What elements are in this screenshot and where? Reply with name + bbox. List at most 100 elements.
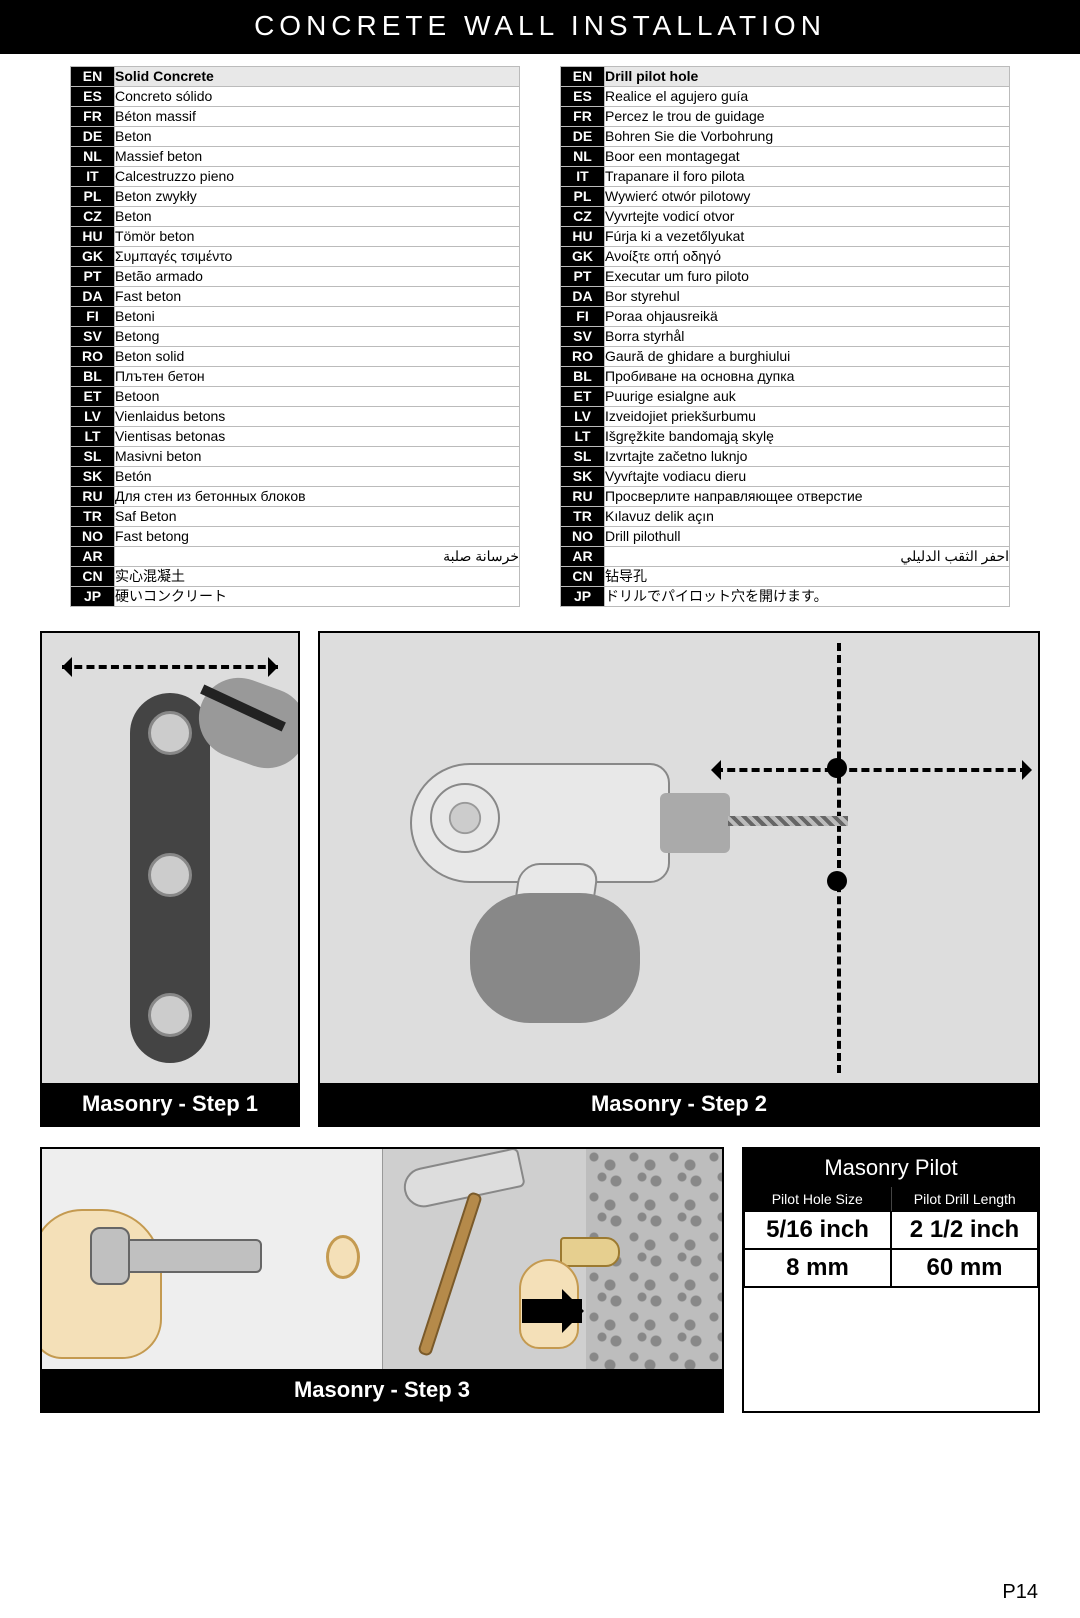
lang-text: Béton massif (115, 107, 520, 127)
lang-code: CN (71, 567, 115, 587)
lang-text: 硬いコンクリート (115, 587, 520, 607)
lang-row: FIPoraa ohjausreikä (561, 307, 1010, 327)
step2-panel: Masonry - Step 2 (318, 631, 1040, 1127)
pilot-length-mm: 60 mm (891, 1249, 1038, 1287)
lang-row: DEBohren Sie die Vorbohrung (561, 127, 1010, 147)
lang-row: TRSaf Beton (71, 507, 520, 527)
lang-text: 实心混凝土 (115, 567, 520, 587)
table-solid-concrete: ENSolid ConcreteESConcreto sólidoFRBéton… (70, 66, 520, 607)
pilot-length-inch: 2 1/2 inch (891, 1211, 1038, 1249)
lang-row: LTIšgręžkite bandomąją skylę (561, 427, 1010, 447)
page-title: CONCRETE WALL INSTALLATION (0, 0, 1080, 54)
lang-code: PT (71, 267, 115, 287)
lang-code: SV (71, 327, 115, 347)
lang-text: Vyvrtejte vodicí otvor (605, 207, 1010, 227)
lang-row: SLIzvrtajte začetno luknjo (561, 447, 1010, 467)
lang-code: CZ (71, 207, 115, 227)
lang-code: NL (71, 147, 115, 167)
lang-row: LVVienlaidus betons (71, 407, 520, 427)
lang-row: DAFast beton (71, 287, 520, 307)
lang-text: Fúrja ki a vezetőlyukat (605, 227, 1010, 247)
lang-text: Wywierć otwór pilotowy (605, 187, 1010, 207)
lang-text: Calcestruzzo pieno (115, 167, 520, 187)
lang-text: Executar um furo piloto (605, 267, 1010, 287)
step2-illustration (320, 633, 1038, 1083)
lang-text: Drill pilothull (605, 527, 1010, 547)
lang-code: IT (71, 167, 115, 187)
lang-row: SKVyvŕtajte vodiacu dieru (561, 467, 1010, 487)
lang-text: احفر الثقب الدليلي (605, 547, 1010, 567)
lang-text: Beton (115, 207, 520, 227)
lang-row: NLBoor een montagegat (561, 147, 1010, 167)
lang-row: PLBeton zwykły (71, 187, 520, 207)
lang-code: DA (561, 287, 605, 307)
lang-code: NO (71, 527, 115, 547)
lang-row: ENDrill pilot hole (561, 67, 1010, 87)
lang-code: AR (561, 547, 605, 567)
lang-code: NL (561, 147, 605, 167)
lang-row: CZBeton (71, 207, 520, 227)
lang-code: JP (561, 587, 605, 607)
lang-text: Saf Beton (115, 507, 520, 527)
lang-row: ROBeton solid (71, 347, 520, 367)
lang-code: GK (71, 247, 115, 267)
step3-illustrations (42, 1149, 722, 1369)
lang-text: Poraa ohjausreikä (605, 307, 1010, 327)
lang-row: ITCalcestruzzo pieno (71, 167, 520, 187)
lang-code: FR (71, 107, 115, 127)
step1-caption: Masonry - Step 1 (42, 1083, 298, 1125)
step3-panel: Masonry - Step 3 (40, 1147, 724, 1413)
lang-text: Kılavuz delik açın (605, 507, 1010, 527)
lang-row: CN钻导孔 (561, 567, 1010, 587)
lang-row: ESRealice el agujero guía (561, 87, 1010, 107)
page-number: P14 (1002, 1581, 1038, 1604)
pilot-size-mm: 8 mm (744, 1249, 891, 1287)
lang-text: Solid Concrete (115, 67, 520, 87)
lang-code: IT (561, 167, 605, 187)
lang-row: BLПлътен бетон (71, 367, 520, 387)
lang-row: SKBetón (71, 467, 520, 487)
lang-code: RO (561, 347, 605, 367)
lang-code: DE (71, 127, 115, 147)
lang-text: Vyvŕtajte vodiacu dieru (605, 467, 1010, 487)
lang-code: LV (71, 407, 115, 427)
lang-text: 钻导孔 (605, 567, 1010, 587)
lang-text: Fast beton (115, 287, 520, 307)
lang-code: PL (71, 187, 115, 207)
lang-text: Massief beton (115, 147, 520, 167)
lang-text: Просверлите направляющее отверстие (605, 487, 1010, 507)
table-drill-pilot: ENDrill pilot holeESRealice el agujero g… (560, 66, 1010, 607)
lang-text: خرسانة صلبة (115, 547, 520, 567)
lang-text: Drill pilot hole (605, 67, 1010, 87)
lang-row: ARاحفر الثقب الدليلي (561, 547, 1010, 567)
lang-code: LT (561, 427, 605, 447)
lang-text: Пробиване на основна дупка (605, 367, 1010, 387)
lang-row: JPドリルでパイロット穴を開けます。 (561, 587, 1010, 607)
step1-panel: Masonry - Step 1 (40, 631, 300, 1127)
lang-text: Bohren Sie die Vorbohrung (605, 127, 1010, 147)
language-tables: ENSolid ConcreteESConcreto sólidoFRBéton… (0, 54, 1080, 607)
lang-row: BLПробиване на основна дупка (561, 367, 1010, 387)
lang-code: HU (561, 227, 605, 247)
lang-text: Συμπαγές τσιμέντο (115, 247, 520, 267)
lang-code: PT (561, 267, 605, 287)
lang-code: PL (561, 187, 605, 207)
lang-code: EN (561, 67, 605, 87)
lang-row: RUПросверлите направляющее отверстие (561, 487, 1010, 507)
steps-row-1: Masonry - Step 1 Masonry - Step 2 (0, 607, 1080, 1127)
steps-row-2: Masonry - Step 3 Masonry Pilot Pilot Hol… (0, 1127, 1080, 1413)
step3b-illustration (383, 1149, 723, 1369)
step2-caption: Masonry - Step 2 (320, 1083, 1038, 1125)
lang-code: LT (71, 427, 115, 447)
lang-text: ドリルでパイロット穴を開けます。 (605, 587, 1010, 607)
lang-text: Плътен бетон (115, 367, 520, 387)
step3-caption: Masonry - Step 3 (42, 1369, 722, 1411)
lang-code: FI (561, 307, 605, 327)
lang-text: Vientisas betonas (115, 427, 520, 447)
lang-text: Borra styrhål (605, 327, 1010, 347)
lang-code: JP (71, 587, 115, 607)
lang-code: SL (71, 447, 115, 467)
lang-code: EN (71, 67, 115, 87)
lang-row: ROGaură de ghidare a burghiului (561, 347, 1010, 367)
lang-row: LVIzveidojiet priekšurbumu (561, 407, 1010, 427)
